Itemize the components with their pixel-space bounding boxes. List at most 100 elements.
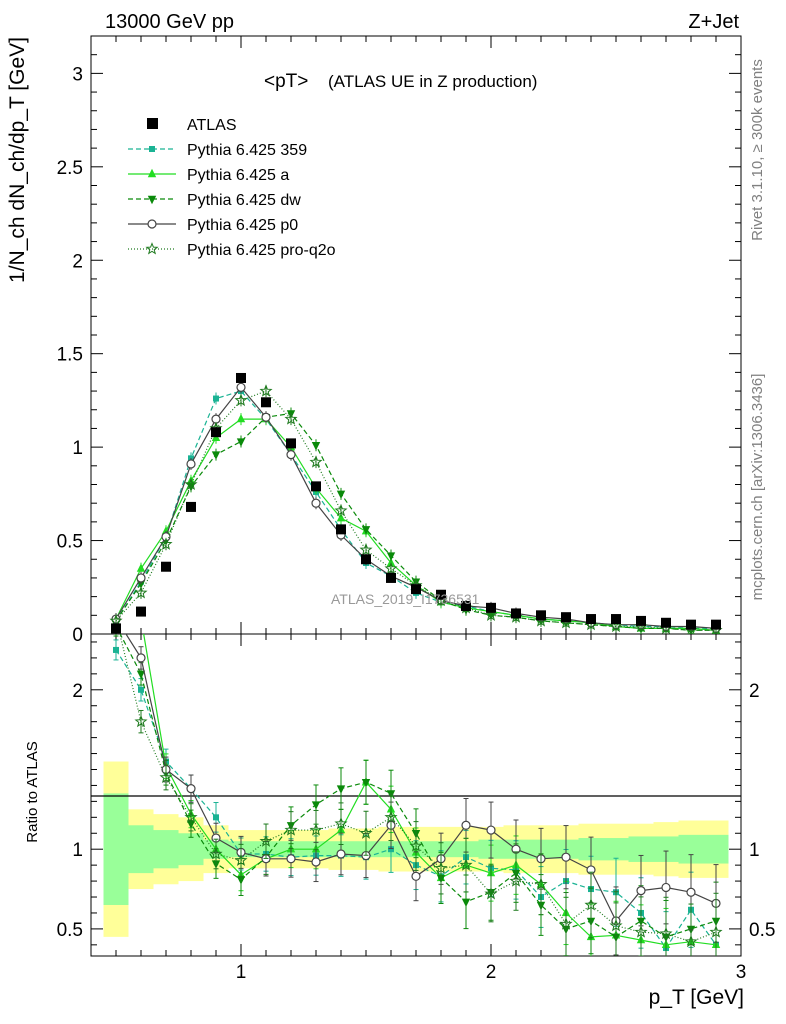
- atlas-data-point: [361, 554, 371, 565]
- series-4-ratio-point: [609, 918, 623, 932]
- series-0-ratio-point: [213, 814, 219, 821]
- series-4-ratio-point: [334, 816, 348, 830]
- series-0-ratio-point: [388, 846, 394, 853]
- legend-marker-0: [149, 146, 155, 152]
- series-4-ratio-point: [709, 925, 723, 938]
- legend: ATLAS Pythia 6.425 359 Pythia 6.425 a Pythi…: [128, 117, 336, 259]
- ratio-tick-label: 0.5: [57, 920, 83, 941]
- x-tick-label: 2: [486, 962, 497, 983]
- legend-label-0: Pythia 6.425 359: [187, 142, 307, 159]
- series-4-ratio-point: [259, 834, 273, 847]
- series-4-point: [359, 543, 373, 556]
- atlas-data-point: [311, 481, 321, 492]
- series-4-ratio-point: [584, 898, 598, 911]
- atlas-data-point: [136, 606, 146, 617]
- legend-label-atlas: ATLAS: [187, 117, 237, 134]
- ratio-tick-label: 1: [72, 840, 83, 861]
- y-tick-label: 1: [72, 438, 83, 459]
- series-4-point: [259, 384, 273, 397]
- series-3-ratio-point: [411, 871, 421, 881]
- series-4-ratio-point: [209, 847, 223, 860]
- atlas-data-point: [461, 600, 471, 611]
- series-1-point: [336, 512, 346, 522]
- axis-ticks: [90, 35, 742, 956]
- series-4-point: [159, 537, 173, 550]
- series-3-ratio-point: [661, 882, 671, 893]
- ratio-tick-label-right: 0.5: [749, 920, 775, 941]
- series-0-ratio-line: [115, 649, 717, 950]
- uncertainty-bands: [103, 761, 729, 937]
- series-0-ratio-point: [113, 646, 119, 653]
- series-2-point: [361, 526, 371, 535]
- chart-title-main: <pT>: [264, 71, 308, 92]
- x-tick-label: 3: [736, 962, 747, 983]
- atlas-data-point: [436, 589, 446, 600]
- legend-label-4: Pythia 6.425 pro-q2o: [187, 242, 336, 259]
- series-4-ratio-point: [159, 770, 173, 784]
- series-2-point: [311, 442, 321, 451]
- series-4-ratio-point: [359, 826, 373, 839]
- series-3-point: [136, 573, 146, 583]
- atlas-data-point: [636, 615, 646, 626]
- y-tick-label: 2.5: [57, 158, 83, 179]
- atlas-data-point: [386, 572, 396, 583]
- band-inner: [103, 793, 129, 905]
- y-tick-label: 1.5: [57, 345, 83, 366]
- series-3-ratio-point: [136, 653, 146, 663]
- series-4-point: [309, 455, 323, 468]
- series-1-point: [236, 413, 246, 423]
- ratio-tick-label-right: 1: [749, 840, 760, 861]
- series-2-ratio-point: [236, 876, 246, 885]
- series-3-ratio-point: [561, 852, 571, 862]
- ratio-series: [113, 634, 723, 956]
- atlas-data-points: [111, 372, 721, 634]
- series-3-ratio-point: [486, 825, 496, 835]
- series-2-ratio-point: [336, 785, 346, 794]
- series-2-point: [211, 451, 221, 460]
- series-2-point: [236, 438, 246, 447]
- header-right: Z+Jet: [688, 11, 739, 33]
- side-label-bottom: mcplots.cern.ch [arXiv:1306.3436]: [749, 374, 766, 601]
- series-4-ratio-point: [434, 861, 448, 874]
- series-4-point: [334, 503, 348, 517]
- atlas-data-point: [186, 501, 196, 512]
- series-3-point: [311, 498, 321, 508]
- series-3-point: [186, 459, 196, 469]
- series-4-ratio-point: [234, 853, 248, 866]
- atlas-data-point: [561, 612, 571, 623]
- series-3-point: [286, 450, 296, 460]
- series-4-ratio-point: [534, 877, 548, 890]
- x-tick-label: 1: [236, 962, 247, 983]
- chart-title-sub: (ATLAS UE in Z production): [328, 72, 537, 91]
- atlas-data-point: [711, 619, 721, 630]
- series-3-point: [236, 382, 246, 392]
- series-3-ratio-point: [461, 820, 471, 830]
- tick-labels: 1 2 300.511.522.530.5 0.51 12 2: [57, 64, 776, 983]
- atlas-data-point: [511, 608, 521, 619]
- series-4-ratio-point: [409, 839, 423, 852]
- legend-label-1: Pythia 6.425 a: [187, 167, 289, 184]
- ratio-axis-label: Ratio to ATLAS: [24, 741, 41, 842]
- series-2-ratio-point: [361, 779, 371, 788]
- atlas-data-point: [261, 397, 271, 408]
- series-4-point: [609, 619, 623, 633]
- atlas-data-point: [661, 617, 671, 628]
- series-3-ratio-point: [286, 854, 296, 864]
- series-4-point: [184, 477, 198, 491]
- series-0-ratio-point: [138, 686, 144, 693]
- header-left: 13000 GeV pp: [105, 11, 234, 33]
- series-3-ratio-point: [186, 784, 196, 794]
- series-0-point: [213, 395, 219, 402]
- series-4-point: [134, 586, 148, 599]
- series-4-point: [384, 561, 398, 575]
- band-inner: [603, 838, 629, 861]
- legend-marker-4: [145, 242, 159, 255]
- atlas-data-point: [486, 602, 496, 613]
- atlas-data-point: [161, 561, 171, 572]
- series-4-ratio-point: [659, 926, 673, 940]
- atlas-data-point: [336, 524, 346, 535]
- y-tick-label: 3: [72, 64, 83, 85]
- series-4-point: [484, 608, 498, 621]
- ratio-tick-label-right: 2: [749, 681, 760, 702]
